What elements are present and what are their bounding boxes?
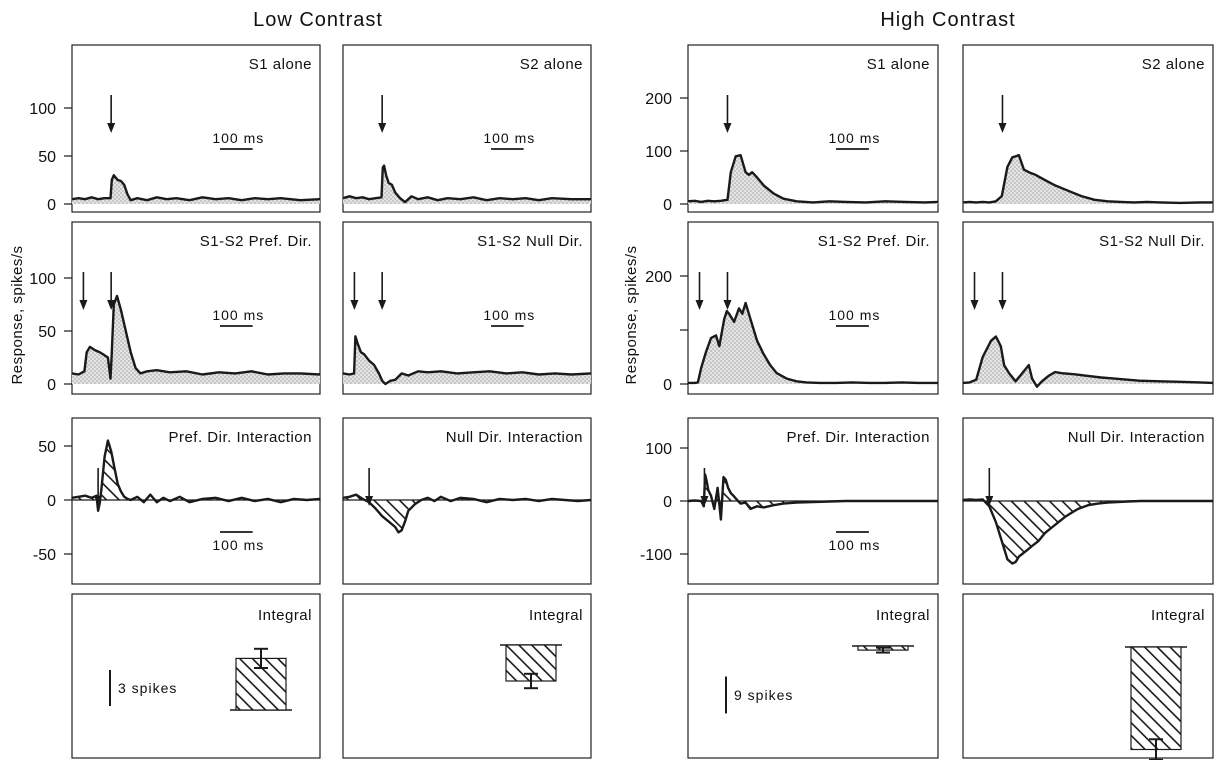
time-scale-label: 100 ms xyxy=(212,307,264,323)
stimulus-arrowhead xyxy=(378,123,387,133)
y-tick-label: -50 xyxy=(33,547,56,564)
panel-title: S1-S2 Null Dir. xyxy=(477,233,583,250)
y-tick-label: 0 xyxy=(663,494,672,511)
y-tick-label: 100 xyxy=(645,441,672,458)
stimulus-arrowhead xyxy=(94,496,103,506)
response-trace xyxy=(342,493,592,534)
panel-frame xyxy=(962,593,1214,759)
panel-frame xyxy=(687,221,939,395)
panel-title: Null Dir. Interaction xyxy=(1068,429,1205,446)
panel-frame xyxy=(342,44,592,213)
y-tick-label: 100 xyxy=(29,271,56,288)
response-trace xyxy=(71,439,321,512)
section-title: Low Contrast xyxy=(253,9,383,31)
response-area xyxy=(343,336,591,384)
y-tick-label: 0 xyxy=(47,197,56,214)
y-tick-label: 0 xyxy=(47,493,56,510)
panel-frame xyxy=(342,593,592,759)
y-tick-label: -100 xyxy=(640,547,672,564)
y-tick-label: 0 xyxy=(663,377,672,394)
time-scale-label: 100 ms xyxy=(483,307,535,323)
panel-title: S1-S2 Pref. Dir. xyxy=(200,233,312,250)
stimulus-arrowhead xyxy=(378,300,387,310)
panel-frame xyxy=(342,221,592,395)
time-scale-label: 100 ms xyxy=(828,130,880,146)
time-scale-label: 100 ms xyxy=(828,537,880,553)
response-area xyxy=(72,296,320,384)
y-axis-label: Response, spikes/s xyxy=(623,245,640,384)
y-tick-label: 100 xyxy=(29,101,56,118)
y-tick-label: 200 xyxy=(645,269,672,286)
scale-bar-label: 9 spikes xyxy=(734,687,793,703)
panel-title: S1 alone xyxy=(867,56,930,73)
stimulus-arrowhead xyxy=(723,123,732,133)
stimulus-arrowhead xyxy=(365,496,374,506)
response-area xyxy=(963,336,1213,387)
stimulus-arrowhead xyxy=(970,300,979,310)
panel-frame xyxy=(71,593,321,759)
panel-frame xyxy=(71,417,321,585)
stimulus-arrowhead xyxy=(985,496,994,506)
interaction-area xyxy=(962,498,1213,565)
panel-title: Integral xyxy=(1151,607,1205,624)
stimulus-arrowhead xyxy=(700,496,709,506)
response-area xyxy=(688,155,938,204)
panel-title: S1 alone xyxy=(249,56,312,73)
panel-title: S2 alone xyxy=(520,56,583,73)
stimulus-arrowhead xyxy=(350,300,359,310)
integral-bar xyxy=(1130,646,1182,751)
response-trace xyxy=(342,335,592,386)
response-area xyxy=(72,175,320,204)
time-scale-label: 100 ms xyxy=(212,130,264,146)
panel-frame xyxy=(687,44,939,213)
panel-title: Integral xyxy=(529,607,583,624)
response-area xyxy=(963,155,1213,204)
y-tick-label: 50 xyxy=(38,149,56,166)
time-scale-label: 100 ms xyxy=(828,307,880,323)
stimulus-arrowhead xyxy=(79,300,88,310)
panel-title: Integral xyxy=(258,607,312,624)
panel-frame xyxy=(71,44,321,213)
panel-title: Integral xyxy=(876,607,930,624)
panel-frame xyxy=(687,593,939,759)
scale-bar-label: 3 spikes xyxy=(118,680,177,696)
panel-title: S1-S2 Null Dir. xyxy=(1099,233,1205,250)
y-tick-label: 0 xyxy=(47,377,56,394)
response-trace xyxy=(342,164,591,204)
y-tick-label: 200 xyxy=(645,91,672,108)
panel-title: Pref. Dir. Interaction xyxy=(786,429,930,446)
stimulus-arrowhead xyxy=(723,300,732,310)
stimulus-arrowhead xyxy=(107,300,116,310)
time-scale-label: 100 ms xyxy=(212,537,264,553)
panel-frame xyxy=(962,44,1214,213)
panel-title: Null Dir. Interaction xyxy=(446,429,583,446)
panel-title: S1-S2 Pref. Dir. xyxy=(818,233,930,250)
y-axis-label: Response, spikes/s xyxy=(9,245,26,384)
y-tick-label: 50 xyxy=(38,324,56,341)
response-area xyxy=(343,165,591,204)
panel-frame xyxy=(962,221,1214,395)
response-trace xyxy=(71,294,321,380)
stimulus-arrowhead xyxy=(998,123,1007,133)
section-title: High Contrast xyxy=(880,9,1015,31)
stimulus-arrowhead xyxy=(695,300,704,310)
response-trace xyxy=(962,335,1214,388)
panel-title: Pref. Dir. Interaction xyxy=(168,429,312,446)
response-trace xyxy=(687,473,938,521)
response-trace xyxy=(962,498,1213,565)
response-trace xyxy=(688,301,938,385)
response-trace xyxy=(962,154,1213,205)
y-tick-label: 100 xyxy=(645,144,672,161)
y-tick-label: 0 xyxy=(663,197,672,214)
stimulus-arrowhead xyxy=(998,300,1007,310)
panel-title: S2 alone xyxy=(1142,56,1205,73)
panel-frame xyxy=(71,221,321,395)
stimulus-arrowhead xyxy=(107,123,116,133)
y-tick-label: 50 xyxy=(38,439,56,456)
response-trace xyxy=(71,174,321,202)
time-scale-label: 100 ms xyxy=(483,130,535,146)
response-trace xyxy=(687,154,939,204)
